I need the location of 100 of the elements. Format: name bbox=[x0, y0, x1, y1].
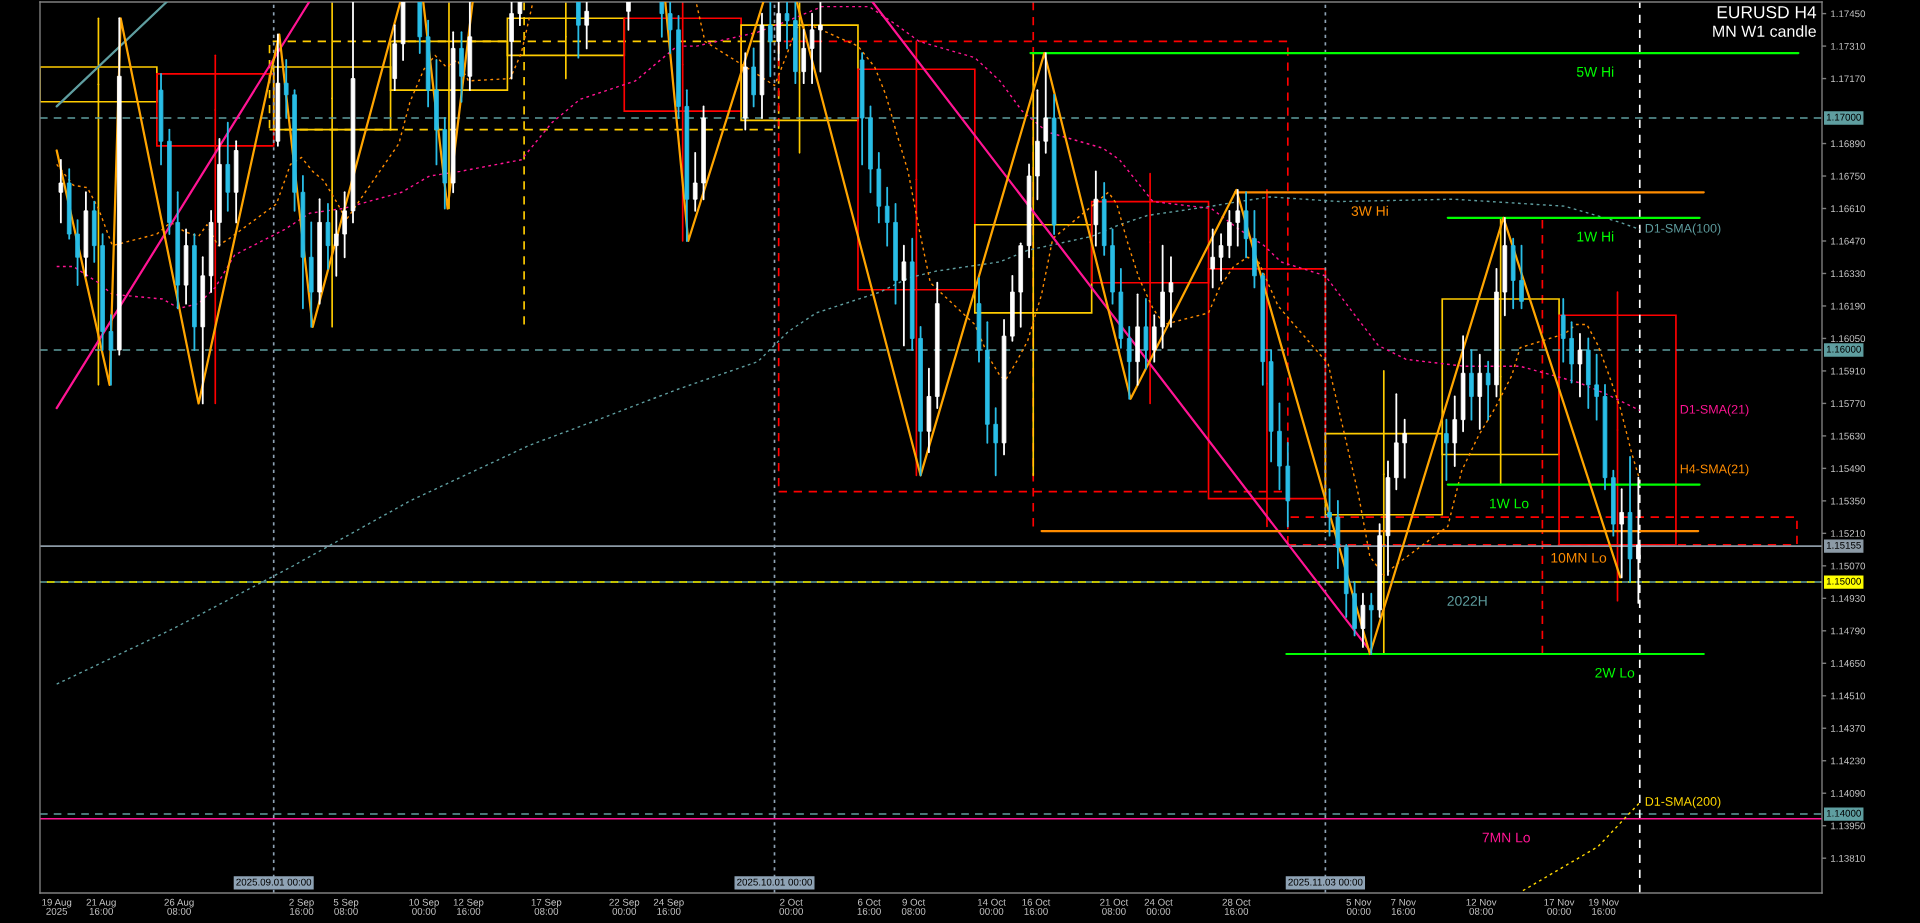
annotation: 2W Lo bbox=[1595, 667, 1635, 678]
candlestick bbox=[784, 2, 790, 50]
x-tick-label: 21 Aug 16:00 bbox=[86, 898, 116, 915]
ref-line-label: 2025.11.03 00:00 bbox=[1288, 878, 1363, 886]
x-tick-label: 24 Oct 00:00 bbox=[1144, 898, 1173, 915]
candlestick bbox=[1485, 360, 1491, 421]
y-tick-label: 1.14650 bbox=[1831, 660, 1866, 667]
annotation: 1W Hi bbox=[1577, 231, 1614, 242]
y-tick-label: 1.16050 bbox=[1831, 335, 1866, 343]
y-tick-label: 1.13810 bbox=[1831, 854, 1866, 862]
y-tick-label: 1.15070 bbox=[1831, 562, 1866, 570]
candlestick bbox=[801, 28, 807, 85]
candlestick bbox=[342, 191, 347, 259]
y-tick-label: 1.14790 bbox=[1831, 627, 1866, 635]
annotation: 2022H bbox=[1447, 595, 1487, 606]
annotation: 1W Lo bbox=[1489, 498, 1529, 509]
candlestick bbox=[1126, 325, 1132, 400]
candlestick bbox=[1360, 592, 1366, 648]
candlestick bbox=[1227, 209, 1232, 259]
candlestick bbox=[1444, 418, 1449, 481]
x-tick-label: 6 Oct 16:00 bbox=[857, 898, 881, 915]
text: MN W1 candle bbox=[1713, 25, 1816, 37]
candlestick bbox=[584, 2, 589, 50]
candlestick bbox=[1577, 332, 1583, 398]
candlestick bbox=[809, 12, 815, 85]
x-tick-label: 17 Nov 00:00 bbox=[1544, 898, 1575, 915]
y-tick-label: 1.13950 bbox=[1831, 822, 1866, 830]
y-tick-label: 1.16330 bbox=[1831, 270, 1866, 278]
candlestick bbox=[1469, 349, 1474, 421]
x-tick-label: 19 Aug 2025 bbox=[42, 898, 72, 915]
x-tick-label: 7 Nov 16:00 bbox=[1391, 898, 1416, 915]
candlestick bbox=[1043, 52, 1049, 154]
candlestick bbox=[1452, 395, 1458, 467]
candlestick bbox=[1235, 189, 1241, 247]
candlestick bbox=[1619, 488, 1624, 579]
x-tick-label: 17 Sep 08:00 bbox=[531, 898, 562, 915]
y-tick-label: 1.14930 bbox=[1831, 595, 1866, 602]
y-tick-label: 1.16190 bbox=[1831, 302, 1866, 310]
candlestick bbox=[283, 59, 289, 119]
candlestick bbox=[1368, 592, 1374, 655]
candlestick bbox=[1143, 298, 1149, 370]
y-tick-label: 1.14230 bbox=[1831, 757, 1866, 765]
candlestick bbox=[1560, 298, 1566, 363]
y-tick-label: 1.16610 bbox=[1831, 205, 1866, 213]
y-tick-label: 1.14370 bbox=[1831, 724, 1866, 732]
ref-line-label: 1.16000 bbox=[1826, 345, 1861, 353]
candlestick bbox=[1594, 353, 1599, 421]
text: D1-SMA(21) bbox=[1680, 404, 1749, 417]
y-tick-label: 1.16890 bbox=[1831, 140, 1866, 148]
candlestick bbox=[901, 244, 907, 347]
annotation: 5W Hi bbox=[1576, 66, 1614, 77]
candlestick bbox=[768, 2, 773, 78]
candlestick bbox=[626, 2, 631, 31]
ref-line-label: 2025.10.01 00:00 bbox=[737, 878, 812, 886]
candlestick bbox=[1477, 353, 1483, 430]
ref-line-label: 1.15155 bbox=[1826, 541, 1861, 549]
candlestick bbox=[884, 186, 890, 247]
candlestick bbox=[1210, 228, 1215, 289]
y-tick-label: 1.15490 bbox=[1831, 465, 1866, 472]
x-tick-label: 2 Oct 00:00 bbox=[779, 898, 803, 915]
x-tick-label: 14 Oct 00:00 bbox=[977, 898, 1006, 915]
candlestick bbox=[993, 407, 998, 477]
y-tick-label: 1.14510 bbox=[1831, 692, 1866, 700]
annotation: 3W Hi bbox=[1351, 205, 1388, 216]
x-tick-label: 10 Sep 00:00 bbox=[409, 898, 439, 915]
annotation: 7MN Lo bbox=[1482, 832, 1530, 843]
x-tick-label: 9 Oct 08:00 bbox=[901, 898, 926, 915]
x-tick-label: 12 Nov 08:00 bbox=[1466, 898, 1497, 915]
candlestick bbox=[659, 2, 665, 38]
candlestick bbox=[325, 202, 331, 270]
text: H4-SMA(21) bbox=[1680, 464, 1749, 476]
annotation: 10MN Lo bbox=[1551, 552, 1607, 563]
y-tick-label: 1.16750 bbox=[1831, 172, 1866, 180]
candlestick bbox=[334, 209, 339, 277]
ref-line-label: 2025.09.01 00:00 bbox=[236, 878, 312, 886]
x-tick-label: 24 Sep 16:00 bbox=[653, 898, 684, 915]
y-tick-label: 1.17170 bbox=[1831, 75, 1866, 83]
ref-line-label: 1.17000 bbox=[1826, 113, 1861, 121]
candlestick bbox=[1519, 244, 1524, 310]
x-tick-label: 19 Nov 16:00 bbox=[1588, 898, 1619, 915]
candlestick bbox=[576, 2, 581, 59]
y-tick-label: 1.15630 bbox=[1831, 432, 1866, 440]
chart-title: EURUSD H4 bbox=[1717, 6, 1817, 19]
x-tick-label: 21 Oct 08:00 bbox=[1100, 898, 1129, 915]
series-label: D1-SMA(100) bbox=[1645, 223, 1721, 236]
candlestick bbox=[1168, 256, 1174, 328]
x-tick-label: 2 Sep 16:00 bbox=[289, 898, 314, 915]
y-tick-label: 1.16470 bbox=[1831, 237, 1866, 245]
series-label: D1-SMA(200) bbox=[1645, 796, 1721, 809]
y-tick-label: 1.15210 bbox=[1831, 530, 1866, 537]
candlestick bbox=[1402, 418, 1407, 479]
x-tick-label: 22 Sep 00:00 bbox=[609, 898, 640, 915]
candlestick bbox=[1327, 488, 1332, 537]
x-tick-label: 5 Sep 08:00 bbox=[333, 898, 359, 915]
x-tick-label: 12 Sep 16:00 bbox=[453, 898, 484, 915]
y-tick-label: 1.17310 bbox=[1831, 42, 1866, 50]
candlestick bbox=[1218, 233, 1224, 282]
candlestick bbox=[692, 151, 698, 212]
candlestick bbox=[667, 2, 673, 54]
candlestick bbox=[517, 2, 523, 27]
